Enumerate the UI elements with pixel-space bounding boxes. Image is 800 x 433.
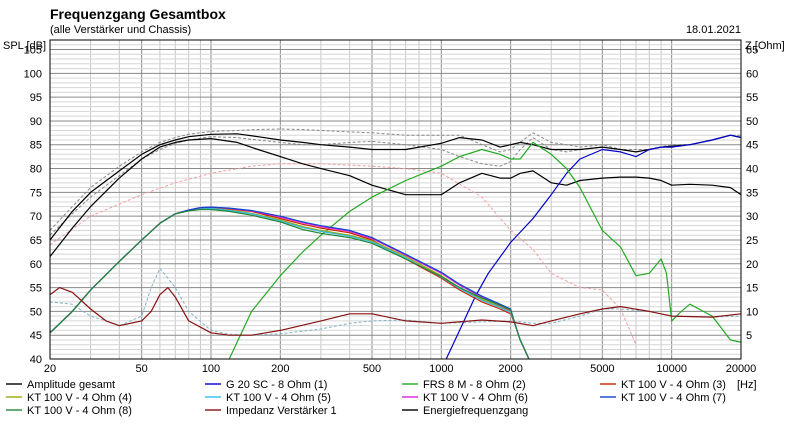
y-tick-label-left: 100 <box>24 68 42 80</box>
x-tick-label: 50 <box>136 363 148 375</box>
y-tick-label-left: 95 <box>30 92 42 104</box>
y-tick-label-left: 65 <box>30 235 42 247</box>
y-tick-label-right: 20 <box>746 259 758 271</box>
x-tick-label: 200 <box>271 363 289 375</box>
legend: Amplitude gesamt G 20 SC - 8 Ohm (1) FRS 8… <box>6 379 726 417</box>
x-tick-label: 100 <box>202 363 220 375</box>
x-tick-label: 500 <box>363 363 381 375</box>
x-tick-label: 20000 <box>726 363 757 375</box>
y-tick-label-left: 75 <box>30 187 42 199</box>
chart-title: Frequenzgang Gesamtbox <box>50 6 226 22</box>
y-tick-label-right: 65 <box>746 45 758 57</box>
axis-ticks: 20 50 100 200 500 1000 2000 5000 10000 20000 40 45 5… <box>24 45 759 375</box>
y-tick-label-right: 50 <box>746 116 758 128</box>
legend-item: Energiefrequenzgang <box>423 405 528 417</box>
grid <box>49 39 742 360</box>
series-line <box>228 141 741 359</box>
y-tick-label-right: 5 <box>746 330 752 342</box>
x-axis-label: [Hz] <box>737 379 757 391</box>
series-line <box>50 287 741 336</box>
y-tick-label-left: 55 <box>30 283 42 295</box>
y-tick-label-right: 10 <box>746 306 758 318</box>
y-tick-label-left: 50 <box>30 306 42 318</box>
series-line <box>50 163 637 345</box>
y-tick-label-left: 70 <box>30 211 42 223</box>
series-line <box>50 128 741 231</box>
legend-item: Impedanz Verstärker 1 <box>226 405 337 417</box>
y-tick-label-left: 105 <box>24 45 42 57</box>
y-tick-label-left: 85 <box>30 140 42 152</box>
series-line <box>50 208 530 359</box>
legend-item: FRS 8 M - 8 Ohm (2) <box>423 379 526 391</box>
legend-item: KT 100 V - 4 Ohm (3) <box>621 379 726 391</box>
series-lines <box>50 128 741 359</box>
y-tick-label-left: 60 <box>30 259 42 271</box>
legend-item: G 20 SC - 8 Ohm (1) <box>226 379 327 391</box>
legend-item: Amplitude gesamt <box>27 379 115 391</box>
legend-item: KT 100 V - 4 Ohm (4) <box>27 392 132 404</box>
x-tick-label: 10000 <box>656 363 687 375</box>
y-tick-label-left: 40 <box>30 354 42 366</box>
legend-item: KT 100 V - 4 Ohm (6) <box>423 392 528 404</box>
y-tick-label-right: 15 <box>746 283 758 295</box>
chart-subtitle: (alle Verstärker und Chassis) <box>50 24 191 36</box>
y-tick-label-right: 40 <box>746 164 758 176</box>
y-tick-label-left: 90 <box>30 116 42 128</box>
x-tick-label: 1000 <box>429 363 453 375</box>
y-tick-label-left: 80 <box>30 164 42 176</box>
x-tick-label: 2000 <box>498 363 522 375</box>
plot-frame <box>49 39 742 360</box>
y-tick-label-right: 30 <box>746 211 758 223</box>
legend-item: KT 100 V - 4 Ohm (5) <box>226 392 331 404</box>
y-tick-label-right: 25 <box>746 235 758 247</box>
y-tick-label-right: 45 <box>746 140 758 152</box>
y-axis-right-label: Z [Ohm] <box>745 40 785 52</box>
y-tick-label-right: 35 <box>746 187 758 199</box>
series-line <box>50 138 741 257</box>
y-tick-label-right: 60 <box>746 68 758 80</box>
x-tick-label: 20 <box>44 363 56 375</box>
chart-date: 18.01.2021 <box>686 24 741 36</box>
legend-item: KT 100 V - 4 Ohm (7) <box>621 392 726 404</box>
y-axis-left-label: SPL [dB] <box>3 40 46 52</box>
y-tick-label-right: 55 <box>746 92 758 104</box>
y-tick-label-left: 45 <box>30 330 42 342</box>
x-tick-label: 5000 <box>590 363 614 375</box>
series-line <box>445 134 741 359</box>
legend-item: KT 100 V - 4 Ohm (8) <box>27 405 132 417</box>
